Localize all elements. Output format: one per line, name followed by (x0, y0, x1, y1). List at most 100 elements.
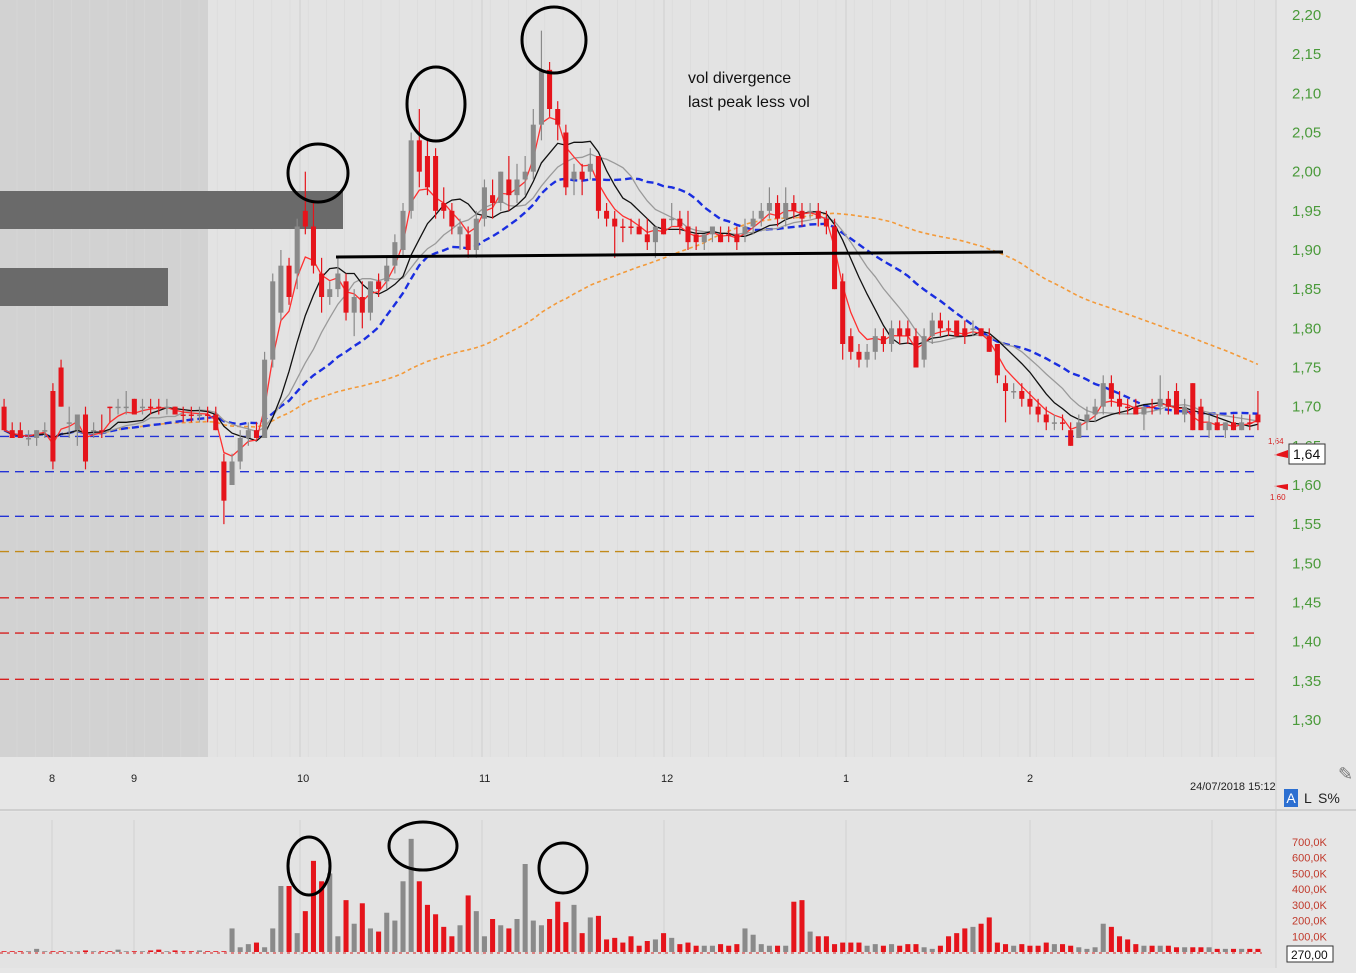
x-tick-label: 1 (843, 773, 849, 785)
candle-body (1051, 422, 1057, 424)
candle-body (1059, 422, 1066, 424)
candle-body (1206, 422, 1212, 431)
y-tick-label: 1,50 (1292, 555, 1321, 572)
candle-body (571, 171, 577, 180)
volume-tick-label: 100,0K (1292, 931, 1328, 943)
candle-body (237, 438, 243, 462)
volume-bar (253, 942, 259, 952)
pencil-icon[interactable]: ✎ (1338, 764, 1354, 784)
volume-bar (490, 919, 496, 952)
volume-bar (1092, 947, 1098, 952)
candle-body (42, 430, 48, 432)
volume-bar (270, 928, 276, 952)
resistance-zone (0, 268, 168, 306)
candle-body (99, 430, 105, 432)
volume-bar (1084, 948, 1090, 952)
annotation-line-1: vol divergence (688, 70, 791, 87)
candle-body (889, 328, 895, 344)
log-scale-button[interactable]: L (1304, 790, 1312, 806)
volume-bar (498, 925, 504, 952)
volume-bar (1149, 945, 1155, 952)
candle-body (514, 179, 520, 196)
candle-body (758, 210, 764, 219)
volume-bar (758, 944, 764, 952)
candle-body (82, 414, 89, 462)
candle-body (262, 359, 268, 438)
volume-bar (433, 914, 439, 952)
volume-bar (644, 941, 650, 952)
volume-bar (595, 915, 601, 952)
candle-body (815, 210, 821, 219)
volume-bar (335, 936, 341, 952)
candle-body (994, 344, 1000, 376)
volume-bar (99, 951, 105, 952)
volume-bar (473, 911, 479, 952)
candle-body (1222, 422, 1228, 431)
volume-last-box (1286, 945, 1334, 963)
candle-body (359, 297, 365, 313)
y-tick-label: 1,45 (1292, 595, 1321, 612)
volume-bar (156, 949, 162, 952)
auto-scale-button[interactable]: A (1284, 789, 1298, 807)
candle-body (115, 406, 121, 409)
volume-bar (791, 901, 797, 952)
volume-bar (1247, 948, 1253, 952)
candle-body (294, 226, 300, 274)
candle-body (807, 210, 813, 213)
blue-moving-average (3, 177, 1258, 440)
candle-body (832, 226, 838, 290)
x-tick-label: 9 (131, 773, 137, 785)
last-price-label: 1,64 (1293, 446, 1320, 462)
candle-body (986, 336, 992, 352)
volume-tick-label: 200,0K (1292, 916, 1328, 928)
volume-bar (937, 945, 943, 952)
candle-body (245, 430, 251, 438)
percent-scale-button[interactable]: S% (1318, 790, 1340, 806)
volume-bar (913, 944, 919, 952)
x-tick-label: 11 (479, 773, 490, 785)
candle-body (775, 203, 781, 219)
volume-bar (669, 937, 675, 952)
volume-bar (815, 936, 821, 952)
candle-body (595, 156, 601, 211)
candle-body (221, 461, 227, 501)
candle-body (1019, 391, 1025, 399)
price-pane (0, 0, 1276, 757)
volume-bar (612, 937, 618, 952)
candle-body (661, 218, 667, 235)
volume-bar (547, 919, 553, 952)
volume-bar (17, 951, 23, 952)
y-tick-label: 1,80 (1292, 320, 1321, 337)
volume-bar (424, 904, 430, 952)
volume-bar (954, 933, 960, 952)
volume-bar (799, 900, 805, 952)
volume-bar (636, 945, 642, 952)
candle-body (848, 336, 854, 352)
candle-body (1214, 422, 1220, 431)
candle-body (335, 273, 341, 290)
candle-body (25, 438, 32, 440)
volume-tick-label: 300,0K (1292, 900, 1328, 912)
black-moving-average (3, 140, 1259, 442)
candle-body (1068, 430, 1074, 446)
candle-body (367, 281, 373, 313)
candle-body (449, 210, 455, 227)
candle-body (538, 69, 544, 125)
volume-bar (457, 925, 463, 952)
volume-bar (628, 936, 634, 952)
volume-peak-circle (537, 841, 589, 895)
y-tick-label: 1,35 (1292, 673, 1321, 690)
volume-bar (278, 886, 284, 952)
candle-body (229, 461, 235, 485)
small-price-label: 1,60 (1270, 493, 1286, 502)
volume-bar (66, 951, 72, 952)
candle-body (530, 124, 536, 172)
volume-bar (677, 944, 683, 952)
candle-body (677, 218, 683, 227)
volume-bar (587, 917, 593, 952)
y-tick-label: 1,90 (1292, 242, 1321, 259)
candle-body (954, 320, 960, 337)
volume-bar (1214, 948, 1220, 952)
